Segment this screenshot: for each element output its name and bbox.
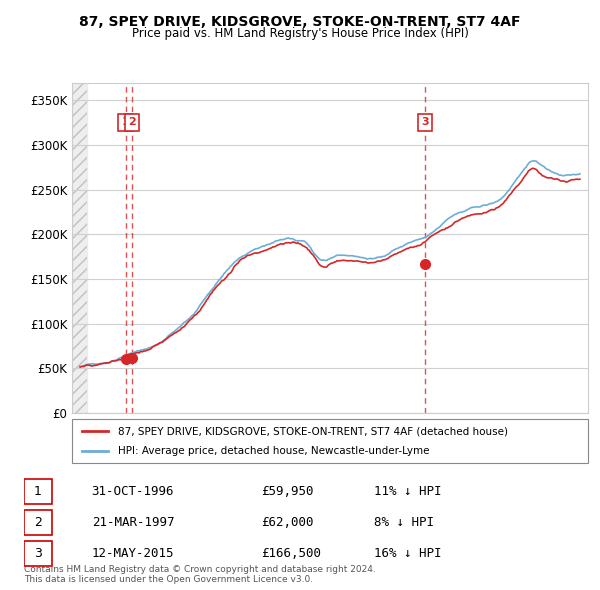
FancyBboxPatch shape <box>24 479 52 504</box>
Bar <box>72 83 86 413</box>
Text: 1: 1 <box>122 117 130 127</box>
Text: HPI: Average price, detached house, Newcastle-under-Lyme: HPI: Average price, detached house, Newc… <box>118 446 430 455</box>
Text: £59,950: £59,950 <box>261 485 313 499</box>
Text: 1: 1 <box>34 485 42 499</box>
Text: 12-MAY-2015: 12-MAY-2015 <box>92 547 174 560</box>
Text: £166,500: £166,500 <box>261 547 321 560</box>
Text: £62,000: £62,000 <box>261 516 313 529</box>
FancyBboxPatch shape <box>72 419 588 463</box>
Text: 8% ↓ HPI: 8% ↓ HPI <box>374 516 434 529</box>
Text: Price paid vs. HM Land Registry's House Price Index (HPI): Price paid vs. HM Land Registry's House … <box>131 27 469 40</box>
Text: 3: 3 <box>34 547 42 560</box>
Text: 31-OCT-1996: 31-OCT-1996 <box>92 485 174 499</box>
Bar <box>72 83 86 413</box>
FancyBboxPatch shape <box>24 542 52 566</box>
Text: 21-MAR-1997: 21-MAR-1997 <box>92 516 174 529</box>
FancyBboxPatch shape <box>24 510 52 535</box>
Text: 3: 3 <box>421 117 428 127</box>
Text: 87, SPEY DRIVE, KIDSGROVE, STOKE-ON-TRENT, ST7 4AF: 87, SPEY DRIVE, KIDSGROVE, STOKE-ON-TREN… <box>79 15 521 29</box>
Text: 2: 2 <box>34 516 42 529</box>
Text: 11% ↓ HPI: 11% ↓ HPI <box>374 485 441 499</box>
Text: 2: 2 <box>128 117 136 127</box>
Text: Contains HM Land Registry data © Crown copyright and database right 2024.
This d: Contains HM Land Registry data © Crown c… <box>24 565 376 584</box>
Text: 87, SPEY DRIVE, KIDSGROVE, STOKE-ON-TRENT, ST7 4AF (detached house): 87, SPEY DRIVE, KIDSGROVE, STOKE-ON-TREN… <box>118 427 508 436</box>
Text: 16% ↓ HPI: 16% ↓ HPI <box>374 547 441 560</box>
